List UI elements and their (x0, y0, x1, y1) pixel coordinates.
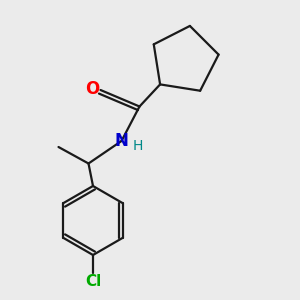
Text: O: O (85, 80, 99, 98)
Text: N: N (115, 132, 128, 150)
Text: Cl: Cl (85, 274, 101, 289)
Text: H: H (133, 140, 143, 153)
